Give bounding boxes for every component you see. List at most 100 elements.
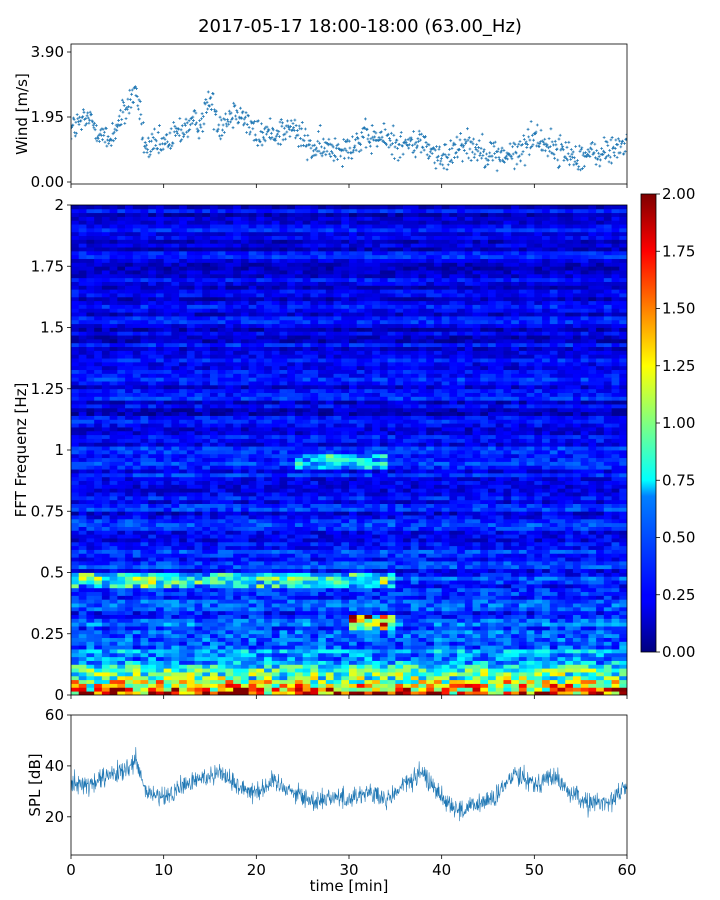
spectrogram-cell (132, 507, 141, 512)
spectrogram-cell (433, 495, 443, 501)
wind-data-point (567, 140, 571, 144)
spectrogram-cell (163, 660, 172, 665)
spectrogram-cell (140, 599, 149, 604)
spectrogram-cell (549, 603, 558, 608)
spectrogram-cell (341, 599, 350, 604)
spectrogram-cell (511, 645, 520, 650)
spectrogram-cell (449, 480, 458, 485)
spectrogram-cell (140, 587, 149, 593)
spectrogram-cell (163, 687, 172, 692)
spectrogram-cell (94, 572, 103, 577)
spectrogram-cell (287, 518, 296, 524)
wind-data-point (509, 154, 513, 158)
spectrogram-cell (418, 538, 427, 543)
spectrogram-cell (588, 549, 597, 554)
spectrogram-cell (271, 683, 280, 688)
spectrogram-cell (109, 656, 118, 661)
spectrogram-cell (94, 633, 103, 638)
spectrogram-cell (449, 545, 458, 550)
spectrogram-cell (217, 599, 226, 604)
spectrogram-cell (488, 610, 497, 616)
spectrogram-cell (403, 530, 412, 535)
spectrogram-cell (264, 691, 273, 695)
spectrogram-cell (94, 583, 103, 589)
spectrogram-cell (125, 480, 134, 485)
spectrogram-cell (387, 672, 396, 677)
spectrogram-cell (495, 488, 504, 493)
spectrogram-cell (372, 683, 381, 688)
spectrogram-cell (457, 561, 466, 566)
spectrogram-cell (310, 507, 319, 512)
spectrogram-cell (256, 526, 265, 531)
spectrogram-cell (526, 637, 535, 642)
spectrogram-cell (171, 572, 180, 577)
spectrogram-cell (86, 583, 95, 589)
spectrogram-cell (480, 649, 489, 654)
spectrogram-cell (294, 488, 304, 493)
spectrogram-cell (318, 561, 327, 566)
spectrogram-cell (596, 572, 605, 577)
wind-data-point (324, 153, 328, 157)
spectrogram-cell (495, 675, 504, 681)
spectrogram-cell (117, 587, 126, 593)
spectrogram-cell (503, 591, 512, 596)
spectrogram-cell (449, 687, 458, 692)
spectrogram-cell (86, 656, 95, 661)
spectrogram-cell (117, 610, 126, 616)
spectrogram-cell (364, 637, 373, 642)
spectrogram-cell (503, 557, 512, 562)
spectrogram-cell (441, 687, 450, 692)
spectrogram-cell (526, 526, 535, 531)
spectrogram-cell (619, 522, 627, 527)
spectrogram-cell (210, 641, 219, 646)
spectrogram-cell (464, 622, 473, 627)
spectrogram-cell (325, 564, 334, 570)
spectrogram-cell (534, 622, 543, 627)
spectrogram-cell (171, 687, 180, 692)
spectrogram-cell (403, 633, 412, 638)
spectrogram-cell (495, 557, 504, 562)
wind-data-point (78, 115, 82, 119)
spectrogram-cell (372, 488, 381, 493)
spectrogram-cell (349, 656, 358, 661)
wind-data-point (406, 144, 409, 147)
spectrogram-cell (349, 515, 358, 520)
spectrogram-cell (318, 633, 327, 638)
spectrogram-cell (194, 679, 203, 684)
spectrogram-cell (333, 637, 342, 642)
spectrogram-cell (264, 645, 273, 650)
spectrogram-cell (202, 668, 211, 673)
spectrogram-cell (518, 629, 528, 635)
spectrogram-cell (572, 511, 582, 516)
spectrogram-cell (341, 645, 350, 650)
spectrogram-cell (511, 587, 520, 593)
spectrogram-cell (518, 561, 528, 566)
spectrogram-cell (356, 522, 365, 527)
spectrogram-cell (457, 656, 466, 661)
wind-data-point (407, 146, 411, 150)
spectrogram-cell (101, 580, 111, 585)
spectrogram-cell (379, 484, 389, 489)
wind-data-point (386, 132, 390, 136)
spectrogram-cell (611, 515, 620, 520)
spectrogram-cell (518, 553, 528, 558)
spectrogram-cell (480, 668, 489, 673)
spectrogram-cell (557, 687, 566, 692)
spectrogram-cell (325, 538, 334, 543)
spectrogram-cell (379, 687, 389, 692)
spectrogram-cell (472, 538, 481, 543)
spectrogram-cell (619, 503, 627, 508)
spectrogram-cell (256, 668, 265, 673)
spectrogram-cell (179, 522, 188, 527)
spectrogram-cell (356, 553, 365, 558)
wind-data-point (380, 135, 384, 139)
spectrogram-cell (433, 522, 443, 527)
spectrogram-cell (457, 606, 466, 612)
spectrogram-cell (511, 526, 520, 531)
wind-data-point (387, 145, 391, 149)
spectrogram-cell (94, 480, 103, 485)
spectrogram-cell (464, 511, 473, 516)
spectrogram-cell (542, 606, 551, 612)
spectrogram-cell (572, 610, 582, 616)
wind-data-point (598, 164, 602, 168)
